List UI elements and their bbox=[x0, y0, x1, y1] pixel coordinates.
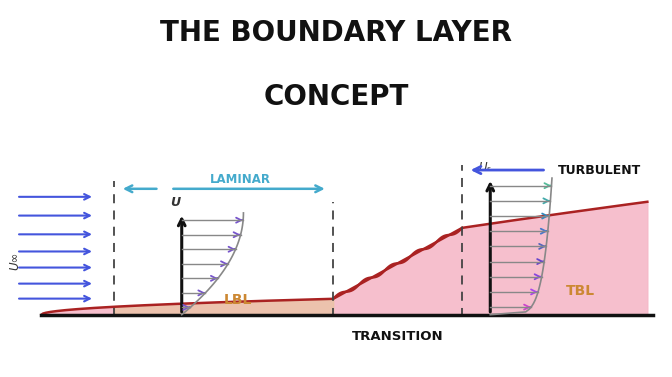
Text: U∞: U∞ bbox=[8, 252, 21, 270]
Text: TRANSITION: TRANSITION bbox=[352, 330, 444, 343]
Text: TURBULENT: TURBULENT bbox=[558, 164, 641, 176]
Text: CONCEPT: CONCEPT bbox=[263, 83, 409, 111]
Text: LAMINAR: LAMINAR bbox=[210, 173, 271, 186]
Text: U: U bbox=[170, 196, 180, 209]
Text: THE BOUNDARY LAYER: THE BOUNDARY LAYER bbox=[160, 19, 512, 47]
Text: TBL: TBL bbox=[565, 284, 595, 297]
Text: LBL: LBL bbox=[224, 293, 252, 307]
Text: Uₛ: Uₛ bbox=[478, 161, 491, 174]
